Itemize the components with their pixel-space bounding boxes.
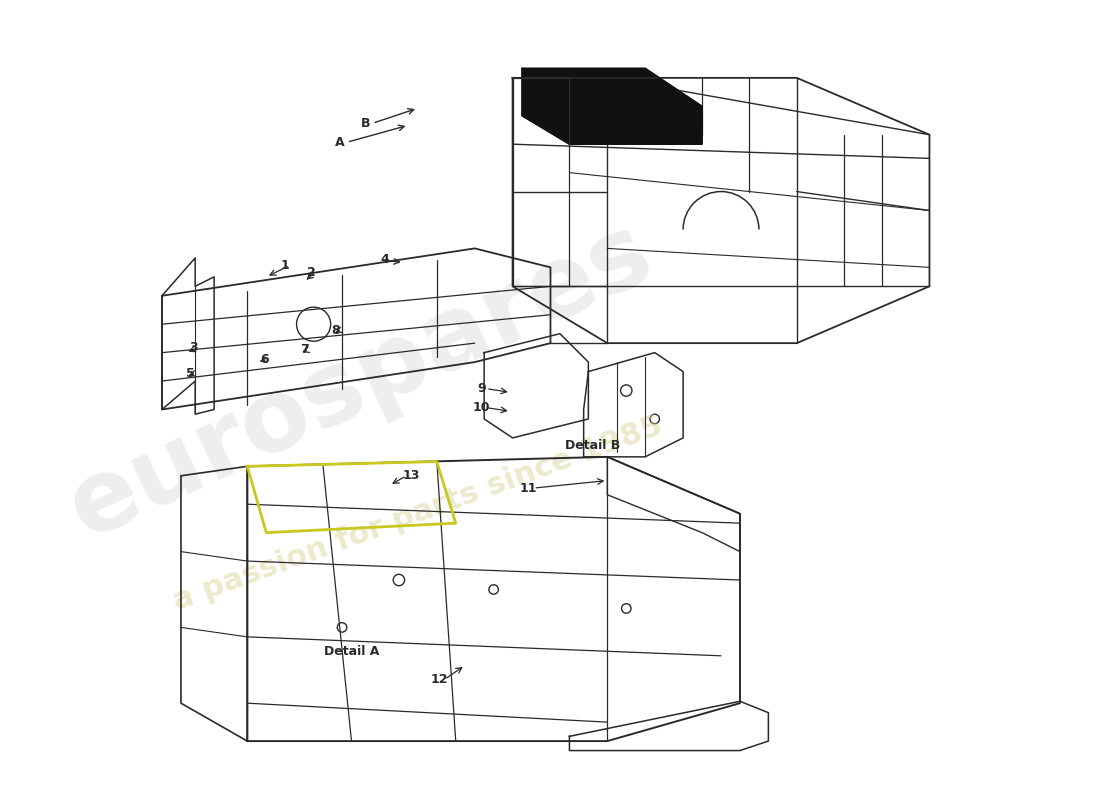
Text: 3: 3 <box>189 342 198 354</box>
Text: 9: 9 <box>477 382 485 395</box>
Text: 5: 5 <box>186 367 195 380</box>
Text: 13: 13 <box>403 470 420 482</box>
Text: 11: 11 <box>520 482 538 494</box>
Text: Detail A: Detail A <box>323 645 379 658</box>
Text: a passion for parts since 1985: a passion for parts since 1985 <box>169 411 667 616</box>
Text: 12: 12 <box>431 673 449 686</box>
Polygon shape <box>522 68 702 144</box>
Text: 6: 6 <box>260 353 268 366</box>
Text: Detail B: Detail B <box>565 439 620 452</box>
Text: 2: 2 <box>307 266 316 278</box>
Text: 7: 7 <box>300 343 308 356</box>
Text: 10: 10 <box>473 401 491 414</box>
Text: 8: 8 <box>331 324 340 338</box>
Text: 1: 1 <box>280 259 289 272</box>
Text: B: B <box>361 117 371 130</box>
Text: eurospares: eurospares <box>54 203 668 558</box>
Text: 4: 4 <box>381 254 389 266</box>
Text: A: A <box>336 136 345 149</box>
